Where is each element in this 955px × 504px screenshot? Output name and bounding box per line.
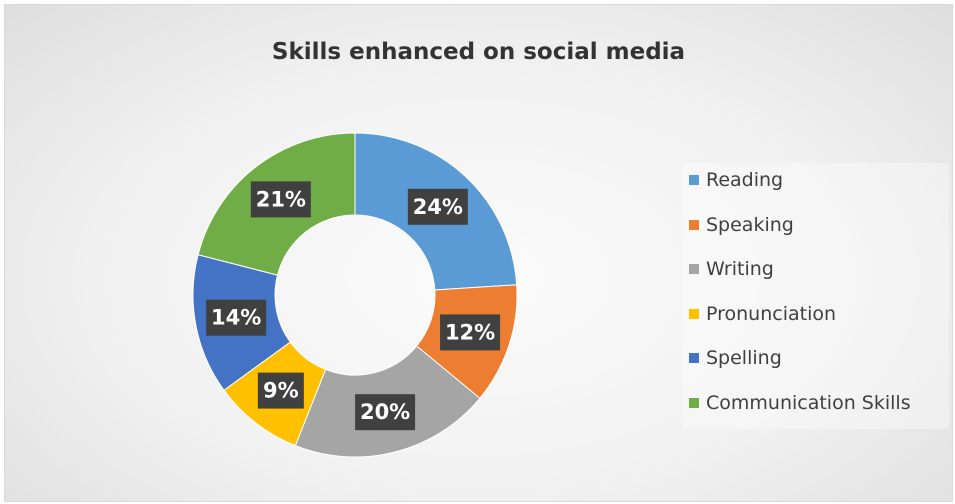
data-label-value: 21% <box>256 187 306 211</box>
legend-swatch <box>689 175 699 185</box>
legend-item-communication-skills: Communication Skills <box>689 392 911 414</box>
data-label-spelling: 14% <box>206 299 267 336</box>
legend-label: Speaking <box>706 213 794 236</box>
legend-swatch <box>689 397 699 408</box>
legend-swatch <box>689 219 699 230</box>
legend-item-spelling: Spelling <box>689 347 782 369</box>
data-label-box <box>250 181 311 218</box>
legend-label: Communication Skills <box>706 391 911 414</box>
data-label-box <box>407 188 468 225</box>
data-label-pronunciation: 9% <box>257 372 304 409</box>
data-label-communication-skills: 21% <box>250 181 311 218</box>
data-label-value: 24% <box>413 195 463 219</box>
data-label-box <box>355 394 416 431</box>
data-label-box <box>206 299 267 336</box>
data-label-speaking: 12% <box>440 314 501 351</box>
data-label-value: 12% <box>445 320 495 344</box>
donut-chart: 24% 12% 20% 9% 14% 21% <box>192 132 518 458</box>
legend-label: Writing <box>706 258 774 280</box>
data-label-value: 9% <box>263 379 299 403</box>
legend-swatch <box>689 353 699 363</box>
data-label-value: 20% <box>360 400 410 424</box>
legend-item-reading: Reading <box>689 169 783 191</box>
data-label-reading: 24% <box>407 188 468 225</box>
legend-label: Spelling <box>706 347 782 369</box>
data-label-box <box>257 372 304 409</box>
legend-item-pronunciation: Pronunciation <box>689 303 836 325</box>
data-label-writing: 20% <box>355 394 416 431</box>
legend-item-writing: Writing <box>689 258 774 280</box>
legend-swatch <box>689 264 699 274</box>
data-label-box <box>440 314 501 351</box>
legend-item-speaking: Speaking <box>689 214 794 236</box>
chart-title: Skills enhanced on social media <box>271 39 686 65</box>
chart-area: Skills enhanced on social media 24% 12% 20… <box>4 4 953 502</box>
legend-label: Pronunciation <box>706 302 837 325</box>
legend-label: Reading <box>706 169 784 191</box>
legend: Reading Speaking Writing Pronunciation Spell… <box>683 163 949 429</box>
data-label-value: 14% <box>211 306 261 330</box>
legend-swatch <box>689 308 699 319</box>
